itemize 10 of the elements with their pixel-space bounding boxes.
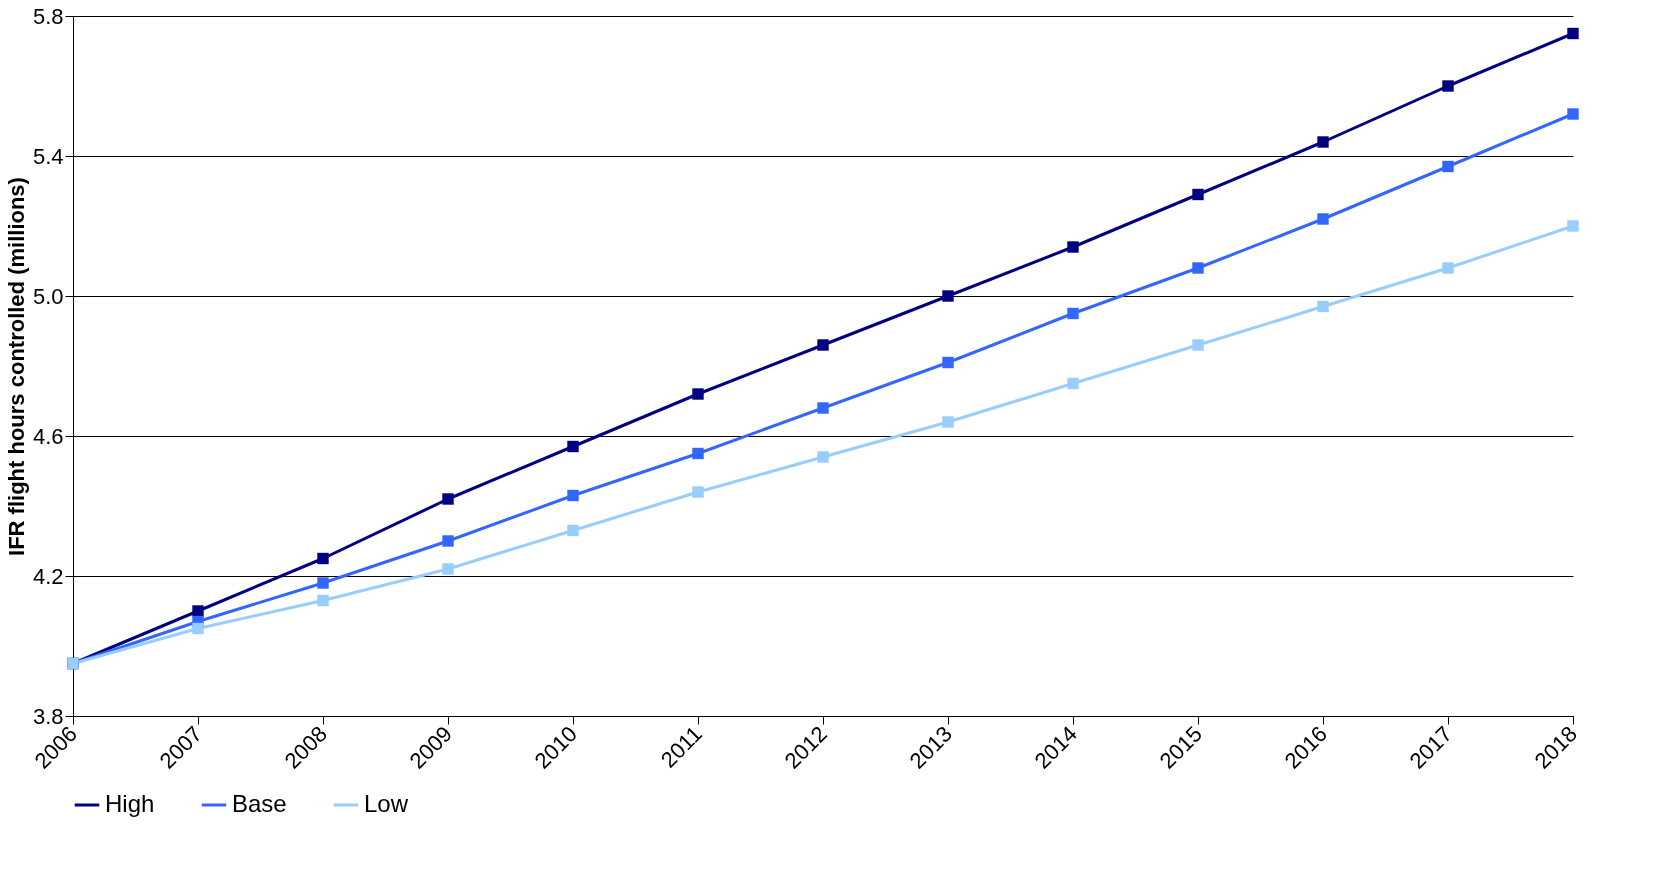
y-tick-label: 5.0: [32, 283, 64, 309]
y-tick-label: 4.6: [32, 423, 64, 449]
y-tick-label: 3.8: [32, 703, 64, 729]
y-tick-label: 5.4: [32, 143, 64, 169]
y-tick-label: 5.8: [32, 3, 64, 29]
legend-label: Low: [364, 790, 409, 817]
y-tick-label: 4.2: [32, 563, 64, 589]
y-axis-title: IFR flight hours controlled (millions): [3, 177, 29, 556]
legend-label: High: [105, 790, 155, 817]
legend-label: Base: [232, 790, 287, 817]
